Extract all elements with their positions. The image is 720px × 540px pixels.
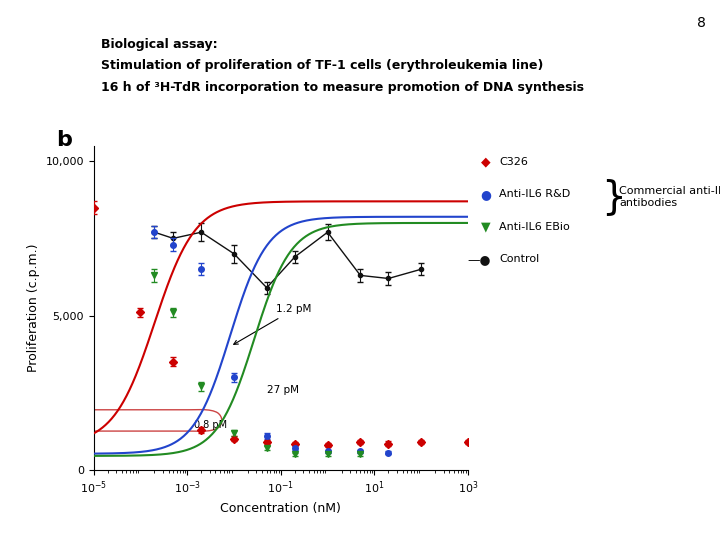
Text: ●: ● <box>480 188 492 201</box>
Text: 8: 8 <box>697 16 706 30</box>
Text: —●: —● <box>467 253 490 266</box>
Text: Anti-IL6 R&D: Anti-IL6 R&D <box>499 190 570 199</box>
X-axis label: Concentration (nM): Concentration (nM) <box>220 502 341 515</box>
Text: }: } <box>601 178 626 216</box>
Text: 1.2 pM: 1.2 pM <box>234 305 312 345</box>
Text: Biological assay:: Biological assay: <box>101 38 217 51</box>
Text: ▼: ▼ <box>481 220 491 233</box>
Text: Commercial anti-IL6
antibodies: Commercial anti-IL6 antibodies <box>619 186 720 208</box>
Text: C326: C326 <box>499 157 528 167</box>
Text: 16 h of ³H-TdR incorporation to measure promotion of DNA synthesis: 16 h of ³H-TdR incorporation to measure … <box>101 81 584 94</box>
Text: Control: Control <box>499 254 539 264</box>
Text: 27 pM: 27 pM <box>267 384 299 395</box>
Y-axis label: Proliferation (c.p.m.): Proliferation (c.p.m.) <box>27 244 40 372</box>
Text: Anti-IL6 EBio: Anti-IL6 EBio <box>499 222 570 232</box>
Text: Stimulation of proliferation of TF-1 cells (erythroleukemia line): Stimulation of proliferation of TF-1 cel… <box>101 59 543 72</box>
Text: ◆: ◆ <box>481 156 491 168</box>
Text: 0.8 pM: 0.8 pM <box>194 420 228 430</box>
Text: b: b <box>56 130 72 150</box>
